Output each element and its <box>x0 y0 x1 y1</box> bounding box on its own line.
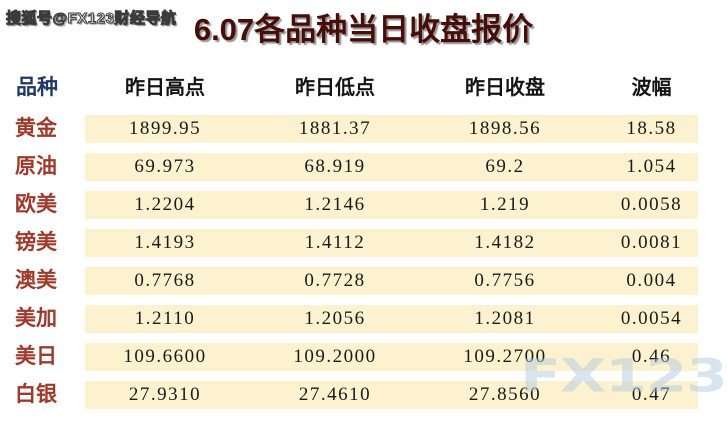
close-value: 1.219 <box>425 191 585 219</box>
low-value: 0.7728 <box>245 267 425 295</box>
high-value: 1.2204 <box>85 191 245 219</box>
close-value: 1.2081 <box>425 305 585 333</box>
product-name: 美加 <box>0 305 85 333</box>
table-row: 美日 109.6600 109.2000 109.2700 0.46 <box>0 343 727 371</box>
high-value: 27.9310 <box>85 381 245 409</box>
range-value: 18.58 <box>585 115 698 143</box>
col-header-high: 昨日高点 <box>125 77 205 99</box>
close-value: 27.8560 <box>425 381 585 409</box>
table-rows: 黄金 1899.95 1881.37 1898.56 18.58 原油 69.9… <box>0 115 727 409</box>
range-value: 0.46 <box>585 343 698 371</box>
col-header-low: 昨日低点 <box>295 77 375 99</box>
table-row: 澳美 0.7768 0.7728 0.7756 0.004 <box>0 267 727 295</box>
high-value: 1.4193 <box>85 229 245 257</box>
table-header-row: 品种 昨日高点 昨日低点 昨日收盘 波幅 <box>0 70 727 115</box>
low-value: 1.4112 <box>245 229 425 257</box>
table-row: 白银 27.9310 27.4610 27.8560 0.47 <box>0 381 727 409</box>
table-row: 欧美 1.2204 1.2146 1.219 0.0058 <box>0 191 727 219</box>
product-name: 原油 <box>0 153 85 181</box>
range-value: 0.0058 <box>585 191 698 219</box>
table-row: 镑美 1.4193 1.4112 1.4182 0.0081 <box>0 229 727 257</box>
col-header-range: 波幅 <box>631 77 672 99</box>
product-name: 澳美 <box>0 267 85 295</box>
brand-watermark: 搜狐号@FX123财经导航 <box>5 10 177 28</box>
range-value: 0.004 <box>585 267 698 295</box>
low-value: 1.2146 <box>245 191 425 219</box>
product-name: 白银 <box>0 381 85 409</box>
close-value: 1898.56 <box>425 115 585 143</box>
high-value: 1.2110 <box>85 305 245 333</box>
low-value: 109.2000 <box>245 343 425 371</box>
high-value: 0.7768 <box>85 267 245 295</box>
col-header-product: 品种 <box>16 76 58 99</box>
quote-table: 品种 昨日高点 昨日低点 昨日收盘 波幅 黄金 1899.95 1881.37 … <box>0 70 727 419</box>
product-name: 美日 <box>0 343 85 371</box>
high-value: 1899.95 <box>85 115 245 143</box>
close-value: 69.2 <box>425 153 585 181</box>
table-row: 黄金 1899.95 1881.37 1898.56 18.58 <box>0 115 727 143</box>
product-name: 黄金 <box>0 115 85 143</box>
col-header-close: 昨日收盘 <box>465 77 545 99</box>
page-title: 6.07各品种当日收盘报价 <box>193 12 534 47</box>
high-value: 109.6600 <box>85 343 245 371</box>
fx123-watermark: FX123 <box>520 350 727 403</box>
low-value: 1.2056 <box>245 305 425 333</box>
range-value: 0.47 <box>585 381 698 409</box>
low-value: 27.4610 <box>245 381 425 409</box>
close-value: 0.7756 <box>425 267 585 295</box>
range-value: 0.0081 <box>585 229 698 257</box>
low-value: 68.919 <box>245 153 425 181</box>
high-value: 69.973 <box>85 153 245 181</box>
product-name: 欧美 <box>0 191 85 219</box>
close-value: 109.2700 <box>425 343 585 371</box>
range-value: 0.0054 <box>585 305 698 333</box>
close-value: 1.4182 <box>425 229 585 257</box>
table-row: 美加 1.2110 1.2056 1.2081 0.0054 <box>0 305 727 333</box>
table-row: 原油 69.973 68.919 69.2 1.054 <box>0 153 727 181</box>
low-value: 1881.37 <box>245 115 425 143</box>
product-name: 镑美 <box>0 229 85 257</box>
range-value: 1.054 <box>585 153 698 181</box>
